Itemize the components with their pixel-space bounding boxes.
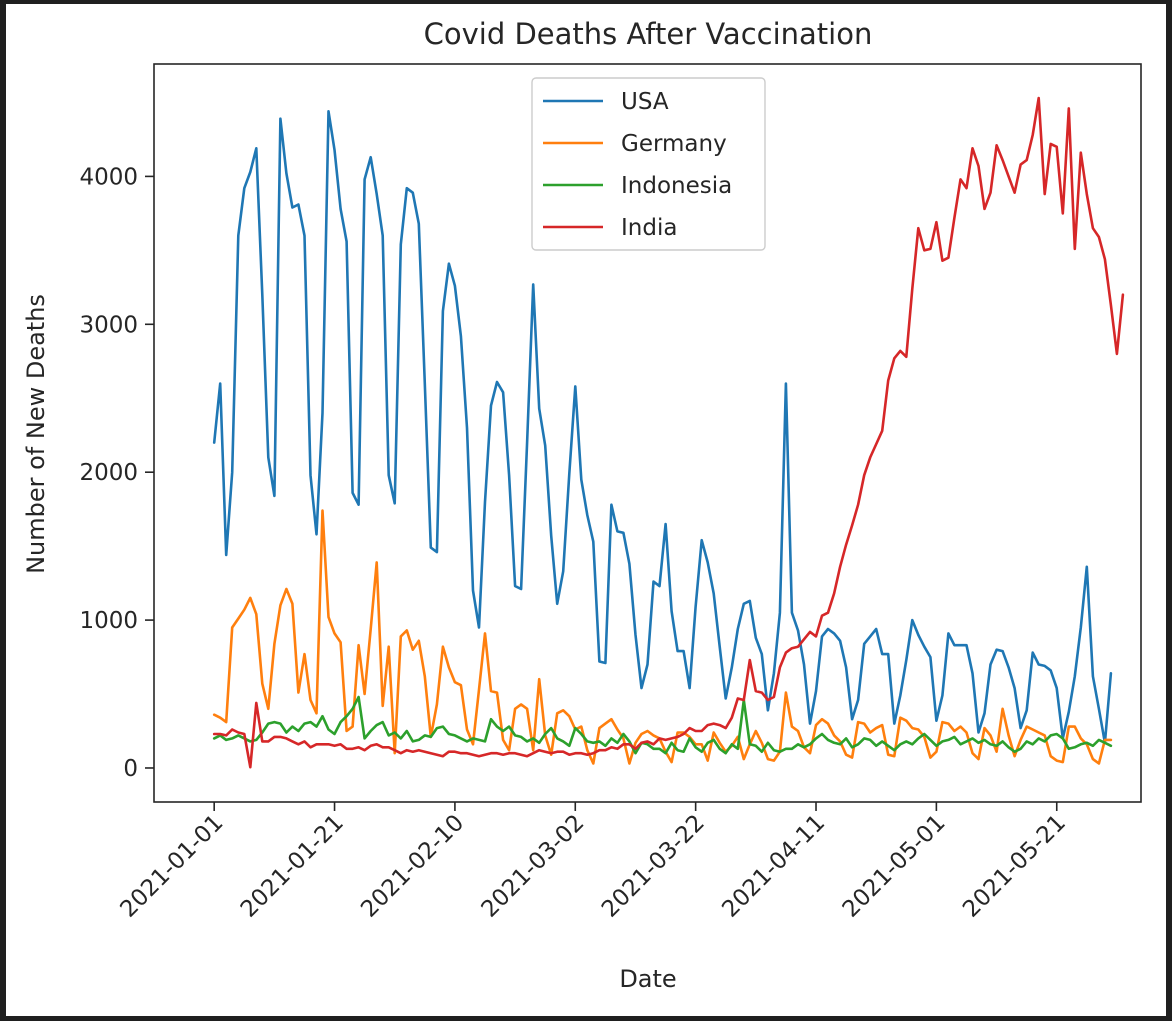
x-tick-label: 2021-05-21 [958,810,1071,923]
x-tick-label: 2021-03-02 [477,810,590,923]
y-axis: 0 1000 2000 3000 4000 [79,164,154,782]
chart-title: Covid Deaths After Vaccination [424,17,873,51]
series-line-indonesia [212,695,1113,755]
x-tick-label: 2021-01-21 [236,810,349,923]
y-tick-label: 2000 [79,460,138,486]
legend-label-usa: USA [621,89,669,115]
legend-label-germany: Germany [621,131,727,157]
y-axis-label: Number of New Deaths [22,294,50,574]
legend-label-indonesia: Indonesia [621,173,732,199]
series-line-usa [212,110,1113,745]
figure: Covid Deaths After Vaccination 0 1000 2000… [6,4,1166,1016]
x-tick-label: 2021-03-22 [597,810,710,923]
legend: USA Germany Indonesia India [531,77,766,251]
x-axis: 2021-01-01 2021-01-21 2021-02-10 2021-03-02… [116,802,1071,923]
series-line-india [212,96,1125,769]
x-tick-label: 2021-05-01 [838,810,951,923]
y-tick-label: 3000 [79,312,138,338]
y-tick-label: 4000 [79,164,138,190]
x-axis-label: Date [619,965,676,993]
series-layer [212,96,1125,769]
plot-area-frame [153,63,1142,803]
legend-label-india: India [621,215,677,241]
legend-frame [531,77,766,251]
x-tick-label: 2021-04-11 [717,810,830,923]
y-tick-label: 0 [123,756,138,782]
y-tick-label: 1000 [79,608,138,634]
series-line-germany [212,509,1113,765]
x-tick-label: 2021-01-01 [116,810,229,923]
line-chart: Covid Deaths After Vaccination 0 1000 2000… [22,17,1142,993]
x-tick-label: 2021-02-10 [356,810,469,923]
